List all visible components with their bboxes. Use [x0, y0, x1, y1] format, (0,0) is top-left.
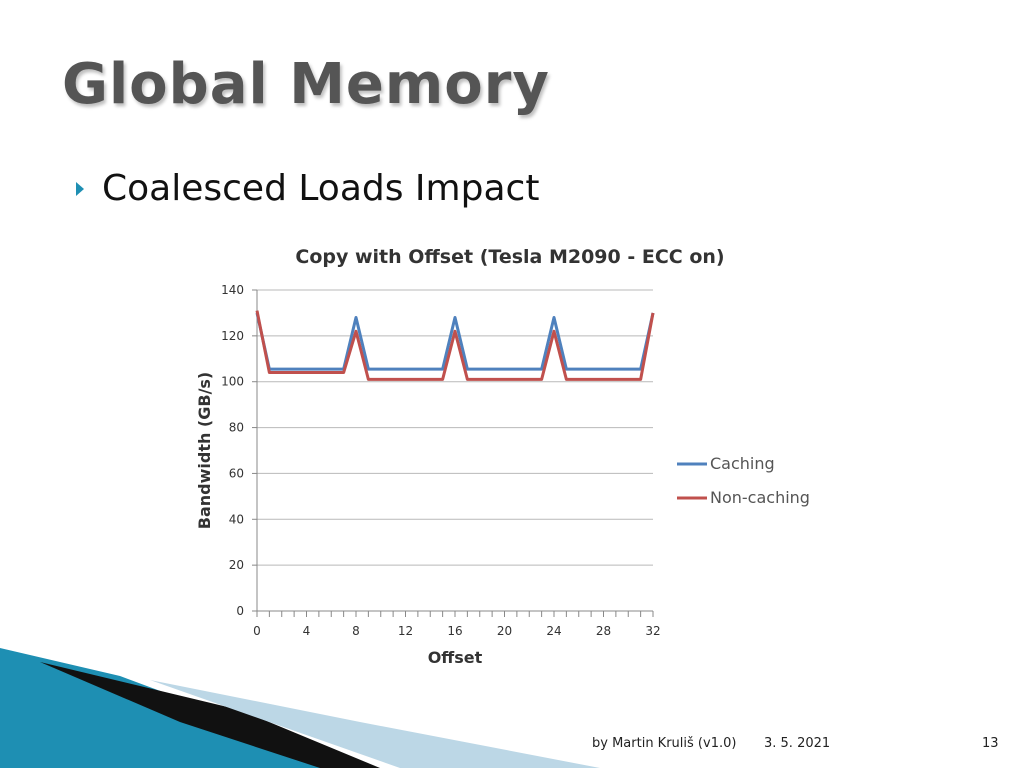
x-tick-label: 16	[447, 624, 462, 638]
y-tick-label: 40	[229, 512, 244, 526]
legend-label-caching: Caching	[710, 454, 775, 473]
y-tick-label: 100	[221, 375, 244, 389]
slide-title: Global Memory	[62, 52, 550, 117]
x-tick-label: 32	[645, 624, 660, 638]
x-tick-label: 0	[253, 624, 261, 638]
chart: Copy with Offset (Tesla M2090 - ECC on) 0…	[195, 246, 810, 667]
swoosh-dark	[40, 662, 380, 768]
y-tick-label: 140	[221, 283, 244, 297]
decorative-swoosh	[0, 648, 600, 768]
footer-page-number: 13	[982, 736, 999, 751]
x-tick-label: 8	[352, 624, 360, 638]
y-tick-label: 0	[236, 604, 244, 618]
x-tick-label: 24	[546, 624, 561, 638]
series-line-caching	[255, 312, 655, 371]
chart-title: Copy with Offset (Tesla M2090 - ECC on)	[295, 246, 724, 268]
y-axis-label: Bandwidth (GB/s)	[195, 372, 214, 529]
series-line-non-caching	[255, 310, 655, 381]
bullet-arrow-icon	[76, 181, 84, 196]
y-tick-label: 60	[229, 466, 244, 480]
legend-label-non-caching: Non-caching	[710, 488, 810, 507]
x-tick-label: 4	[303, 624, 311, 638]
x-tick-label: 20	[497, 624, 512, 638]
swoosh-light	[150, 680, 600, 768]
x-tick-label: 12	[398, 624, 413, 638]
y-tick-label: 20	[229, 558, 244, 572]
footer-date: 3. 5. 2021	[764, 736, 831, 751]
y-tick-label: 120	[221, 329, 244, 343]
x-axis-label: Offset	[428, 648, 483, 667]
x-tick-label: 28	[596, 624, 611, 638]
bullet-item: Coalesced Loads Impact	[76, 168, 539, 209]
footer-author: by Martin Kruliš (v1.0)	[592, 736, 737, 751]
y-tick-label: 80	[229, 421, 244, 435]
bullet-text: Coalesced Loads Impact	[102, 168, 540, 209]
